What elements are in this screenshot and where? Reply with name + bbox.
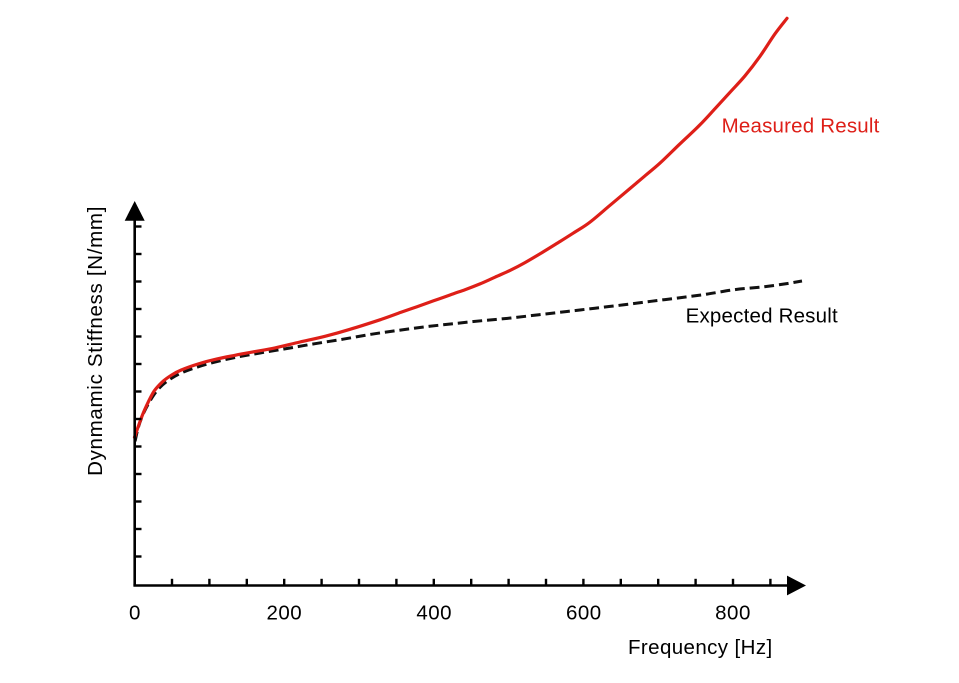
svg-text:Measured Result: Measured Result — [722, 114, 880, 137]
svg-text:600: 600 — [566, 602, 602, 625]
svg-text:Frequency [Hz]: Frequency [Hz] — [628, 636, 773, 659]
svg-text:Expected Result: Expected Result — [686, 305, 838, 328]
svg-text:800: 800 — [715, 602, 751, 625]
svg-text:400: 400 — [416, 602, 452, 625]
svg-text:200: 200 — [266, 602, 302, 625]
svg-text:Dynmamic Stiffness [N/mm]: Dynmamic Stiffness [N/mm] — [84, 206, 107, 476]
svg-text:0: 0 — [129, 602, 140, 625]
